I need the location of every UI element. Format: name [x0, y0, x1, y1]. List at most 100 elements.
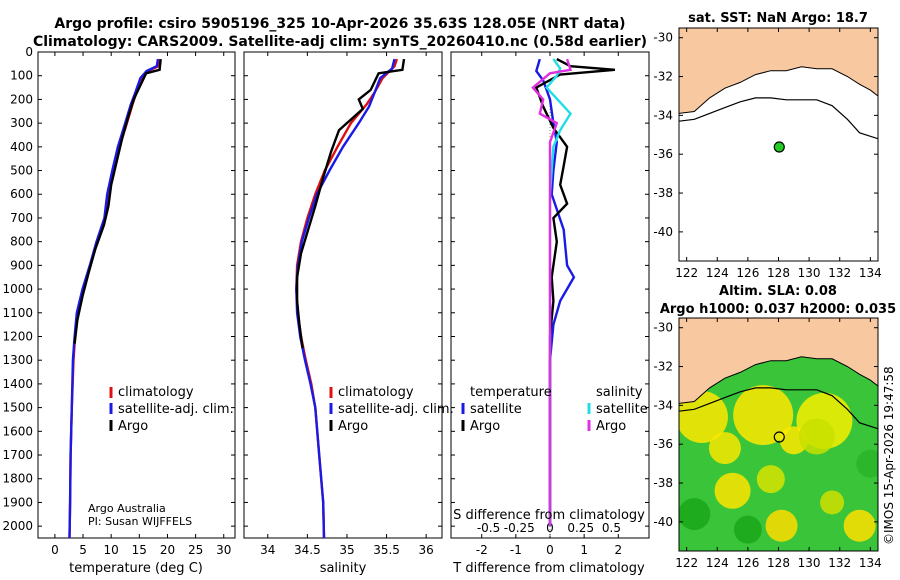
map-x-tick-label: 124: [706, 556, 729, 570]
legend-satellite-label: satellite-adj. clim.: [338, 402, 454, 417]
isobath-line: [679, 97, 878, 140]
main-title-line2: Climatology: CARS2009. Satellite-adj cli…: [33, 34, 647, 50]
map-x-tick-label: 134: [859, 266, 882, 280]
map-x-tick-label: 128: [767, 266, 790, 280]
x-tick-label: 20: [160, 543, 175, 557]
legend-argo-label: Argo: [118, 419, 148, 434]
x-tick-label: 35: [339, 543, 354, 557]
land-area: [679, 318, 878, 404]
difference-panel: -2 -1 0 1 2 -0.5 -0.25 0 0.25 0.5: [451, 51, 649, 557]
map-y-tick-label: -30: [653, 321, 673, 335]
depth-tick-label: 1700: [2, 448, 33, 462]
map-x-tick-label: 126: [736, 556, 759, 570]
depth-tick-label: 1200: [2, 329, 33, 343]
sla-map-title-line2: Argo h1000: 0.037 h2000: 0.035: [660, 302, 896, 317]
temperature-panel: 0 5 10 15 20 25 30: [38, 51, 235, 557]
x-tick-label: 15: [132, 543, 147, 557]
sla-anomaly-blob: [765, 509, 798, 542]
legend-argo-label: Argo: [338, 419, 368, 434]
map-y-tick-label: -40: [653, 225, 673, 239]
depth-tick-label: 500: [10, 164, 33, 178]
depth-tick-label: 300: [10, 116, 33, 130]
credit-line2: PI: Susan WIJFFELS: [88, 515, 192, 528]
credit-line1: Argo Australia: [88, 502, 166, 515]
sst-map: -30 -32 -34 -36 -38 -40 122 124 126 128 130 132 134: [653, 27, 882, 280]
map-x-tick-label: 130: [798, 266, 821, 280]
difference-legend: temperature satellite Argo salinity sate…: [461, 385, 648, 434]
salinity-legend: climatology satellite-adj. clim. Argo: [329, 385, 454, 434]
depth-tick-label: 700: [10, 211, 33, 225]
temperature-panel-frame: [37, 51, 236, 539]
map-x-tick-label: 122: [675, 266, 698, 280]
map-x-tick-label: 132: [828, 266, 851, 280]
salinity-xlabel: salinity: [320, 561, 367, 576]
sla-anomaly-blob: [756, 465, 785, 494]
depth-tick-label: 200: [10, 92, 33, 106]
temperature-xlabel: temperature (deg C): [69, 561, 203, 576]
sla-anomaly-blob: [733, 515, 762, 544]
depth-tick-label: 1300: [2, 353, 33, 367]
depth-tick-label: 1500: [2, 401, 33, 415]
depth-tick-label: 800: [10, 235, 33, 249]
legend-satellite-label: satellite-adj. clim.: [118, 402, 234, 417]
legend-argo-t-label: Argo: [470, 419, 500, 434]
legend-sat-s-label: satellite: [596, 402, 648, 417]
sst-map-title: sat. SST: NaN Argo: 18.7: [688, 11, 868, 26]
x-tick-label: 35.5: [373, 543, 400, 557]
depth-tick-label: 1800: [2, 472, 33, 486]
map-y-tick-label: -38: [653, 186, 673, 200]
main-title-line1: Argo profile: csiro 5905196_325 10-Apr-2…: [54, 16, 625, 32]
x-tick2-label: 0.25: [567, 521, 594, 535]
x-tick-label: 1: [580, 543, 588, 557]
sla-anomaly-blob: [820, 490, 845, 515]
map-x-tick-label: 132: [828, 556, 851, 570]
series-line-satellite: [295, 58, 396, 539]
legend-climatology-label: climatology: [118, 385, 194, 400]
sla-anomaly-blob: [714, 472, 751, 509]
sla-anomaly-blob: [708, 432, 741, 465]
sla-map: -30 -32 -34 -36 -38 -40 122 124 126 128 130 132 134: [653, 317, 882, 570]
legend-temperature-heading: temperature: [470, 385, 552, 400]
salinity-panel: 34 34.5 35 35.5 36: [244, 51, 442, 557]
depth-tick-label: 2000: [2, 519, 33, 533]
x-tick2-label: -0.5: [477, 521, 500, 535]
map-y-tick-label: -38: [653, 476, 673, 490]
map-content: [679, 318, 878, 551]
x-tick-label: 34.5: [294, 543, 321, 557]
series-line-argo_salinity: [531, 58, 573, 527]
depth-tick-label: 1400: [2, 377, 33, 391]
series-line-argo: [534, 58, 616, 527]
map-y-tick-label: -34: [653, 398, 673, 412]
map-x-tick-label: 134: [859, 556, 882, 570]
x-tick-label: 0: [546, 543, 554, 557]
depth-tick-label: 1900: [2, 495, 33, 509]
legend-argo-s-label: Argo: [596, 419, 626, 434]
depth-axis-labels: 0 100 200 300 400 500 600 700 800 900 1000 1100 1200…: [2, 45, 33, 533]
map-y-tick-label: -32: [653, 70, 673, 84]
temperature-legend: climatology satellite-adj. clim. Argo: [109, 385, 234, 434]
legend-climatology-label: climatology: [338, 385, 414, 400]
depth-tick-label: 600: [10, 187, 33, 201]
depth-tick-label: 900: [10, 258, 33, 272]
map-x-tick-label: 130: [798, 556, 821, 570]
x-tick-label: -1: [510, 543, 522, 557]
x-tick2-label: -0.25: [504, 521, 535, 535]
map-x-tick-label: 128: [767, 556, 790, 570]
x-tick-label: 0: [51, 543, 59, 557]
x-tick-label: -2: [476, 543, 488, 557]
x-tick-label: 34: [260, 543, 275, 557]
map-x-tick-label: 126: [736, 266, 759, 280]
map-y-tick-label: -34: [653, 108, 673, 122]
x-tick-label: 2: [614, 543, 622, 557]
x-tick-label: 10: [104, 543, 119, 557]
map-y-tick-label: -36: [653, 437, 673, 451]
map-y-tick-label: -36: [653, 147, 673, 161]
depth-tick-label: 1100: [2, 306, 33, 320]
sla-anomaly-blob: [856, 449, 878, 478]
depth-tick-label: 100: [10, 69, 33, 83]
argo-float-marker: [773, 141, 785, 153]
map-x-tick-label: 124: [706, 266, 729, 280]
difference-xlabel-salinity: S difference from climatology: [453, 508, 645, 523]
imos-stamp: ©IMOS 15-Apr-2026 19:47:58: [882, 366, 896, 545]
